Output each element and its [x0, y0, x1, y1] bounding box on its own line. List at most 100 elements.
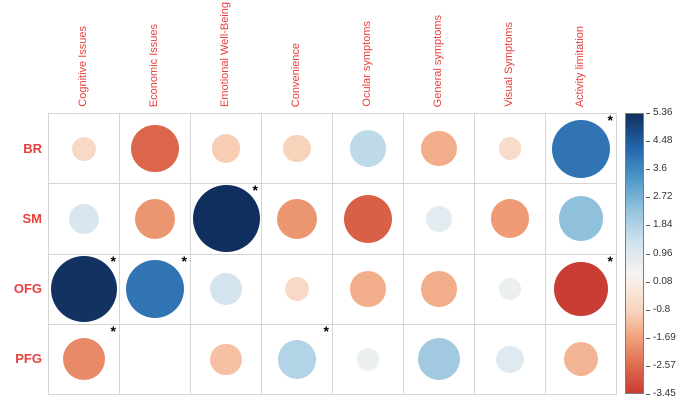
cell-br-convenience — [262, 114, 333, 185]
column-header-general-symptoms: General symptoms — [428, 0, 450, 107]
value-bubble — [558, 196, 604, 242]
value-bubble — [284, 277, 310, 302]
colorbar-tick-mark — [646, 141, 650, 143]
colorbar-tick-mark — [646, 169, 650, 171]
cell-ofg-convenience — [262, 254, 333, 325]
cell-ofg-general-symptoms — [404, 254, 475, 325]
cell-pfg-cognitive-issues: * — [49, 322, 120, 395]
colorbar-tick-label: 4.48 — [653, 135, 673, 147]
value-bubble — [131, 124, 179, 173]
colorbar-tick-mark — [646, 113, 650, 114]
colorbar-tick-label: -2.57 — [653, 359, 676, 371]
value-bubble — [426, 205, 452, 232]
value-bubble — [563, 342, 599, 377]
cell-ofg-cognitive-issues: * — [49, 252, 120, 325]
row-label-sm: SM — [22, 210, 43, 226]
row-label-pfg: PFG — [15, 351, 42, 367]
cell-br-general-symptoms — [404, 114, 475, 185]
colorbar-legend — [625, 113, 644, 394]
value-bubble — [498, 137, 522, 160]
cell-ofg-economic-issues: * — [120, 252, 191, 325]
value-bubble — [350, 271, 386, 307]
cell-ofg-visual-symptoms — [475, 254, 546, 325]
cell-sm-cognitive-issues — [49, 184, 120, 255]
cell-br-emotional-well-being — [191, 114, 262, 185]
colorbar-tick-mark — [646, 365, 650, 367]
cell-pfg-convenience: * — [262, 322, 333, 395]
column-header-emotional-well-being: Emotional Well-Being — [215, 0, 237, 107]
significance-star: * — [110, 252, 116, 269]
cell-sm-economic-issues — [120, 184, 191, 255]
column-header-cognitive-issues: Cognitive Issues — [73, 0, 95, 107]
cell-pfg-activity-limitation — [546, 324, 617, 395]
colorbar-tick-label: -1.69 — [653, 331, 676, 343]
cell-pfg-general-symptoms — [404, 324, 475, 395]
correlation-grid: * * * * * * * — [48, 112, 617, 395]
value-bubble — [421, 130, 457, 167]
cell-pfg-emotional-well-being — [191, 324, 262, 395]
colorbar-tick-mark — [646, 225, 650, 227]
colorbar-tick-mark — [646, 281, 650, 283]
cell-br-economic-issues — [120, 114, 191, 185]
colorbar-tick-label: -0.8 — [653, 303, 671, 315]
column-header-text: Visual Symptoms — [503, 22, 515, 107]
row-label-br: BR — [23, 140, 42, 156]
value-bubble — [498, 277, 522, 301]
significance-star: * — [323, 322, 329, 339]
cell-sm-activity-limitation — [546, 184, 617, 255]
value-bubble — [496, 345, 524, 374]
value-bubble — [210, 273, 242, 305]
cell-ofg-emotional-well-being — [191, 254, 262, 325]
cell-br-cognitive-issues — [49, 114, 120, 185]
value-bubble — [63, 338, 105, 381]
significance-star: * — [181, 252, 187, 269]
cell-pfg-ocular-symptoms — [333, 324, 404, 395]
colorbar-tick-mark — [646, 253, 650, 255]
colorbar-tick-label: 3.6 — [653, 163, 667, 175]
value-bubble — [283, 134, 311, 163]
colorbar-tick-label: 5.36 — [653, 107, 673, 118]
value-bubble — [192, 185, 260, 253]
column-header-ocular-symptoms: Ocular symptoms — [357, 0, 379, 107]
column-header-text: Ocular symptoms — [361, 21, 373, 107]
cell-sm-visual-symptoms — [475, 184, 546, 255]
colorbar-tick-mark — [646, 337, 650, 339]
value-bubble — [71, 136, 97, 161]
column-header-text: Convenience — [290, 42, 302, 107]
cell-br-visual-symptoms — [475, 114, 546, 185]
cell-br-activity-limitation: * — [546, 112, 617, 185]
significance-star: * — [252, 182, 258, 199]
colorbar-tick-mark — [646, 394, 650, 395]
value-bubble — [277, 339, 317, 379]
value-bubble — [210, 343, 242, 376]
column-header-text: Activity limitation — [574, 25, 586, 107]
colorbar-tick-mark — [646, 309, 650, 311]
cell-sm-ocular-symptoms — [333, 184, 404, 255]
colorbar-tick-label: 1.84 — [653, 219, 673, 231]
colorbar-tick-label: -3.45 — [653, 388, 676, 399]
colorbar-tick-label: 0.08 — [653, 275, 673, 287]
value-bubble — [135, 198, 175, 239]
value-bubble — [554, 262, 608, 316]
colorbar-tick-label: 2.72 — [653, 191, 673, 203]
cell-sm-convenience — [262, 184, 333, 255]
column-header-visual-symptoms: Visual Symptoms — [499, 0, 521, 107]
value-bubble — [552, 119, 610, 178]
value-bubble — [68, 203, 100, 235]
cell-ofg-activity-limitation: * — [546, 253, 617, 325]
value-bubble — [343, 194, 393, 244]
column-header-convenience: Convenience — [286, 0, 308, 107]
column-header-text: Emotional Well-Being — [219, 2, 231, 107]
column-header-text: Economic Issues — [148, 23, 160, 107]
value-bubble — [211, 134, 241, 164]
significance-star: * — [110, 322, 116, 339]
cell-sm-general-symptoms — [404, 184, 475, 255]
value-bubble — [349, 130, 387, 167]
value-bubble — [490, 199, 530, 239]
cell-br-ocular-symptoms — [333, 114, 404, 185]
cell-pfg-visual-symptoms — [475, 324, 546, 395]
colorbar-tick-mark — [646, 197, 650, 199]
value-bubble — [277, 198, 317, 239]
cell-pfg-economic-issues — [120, 324, 191, 395]
